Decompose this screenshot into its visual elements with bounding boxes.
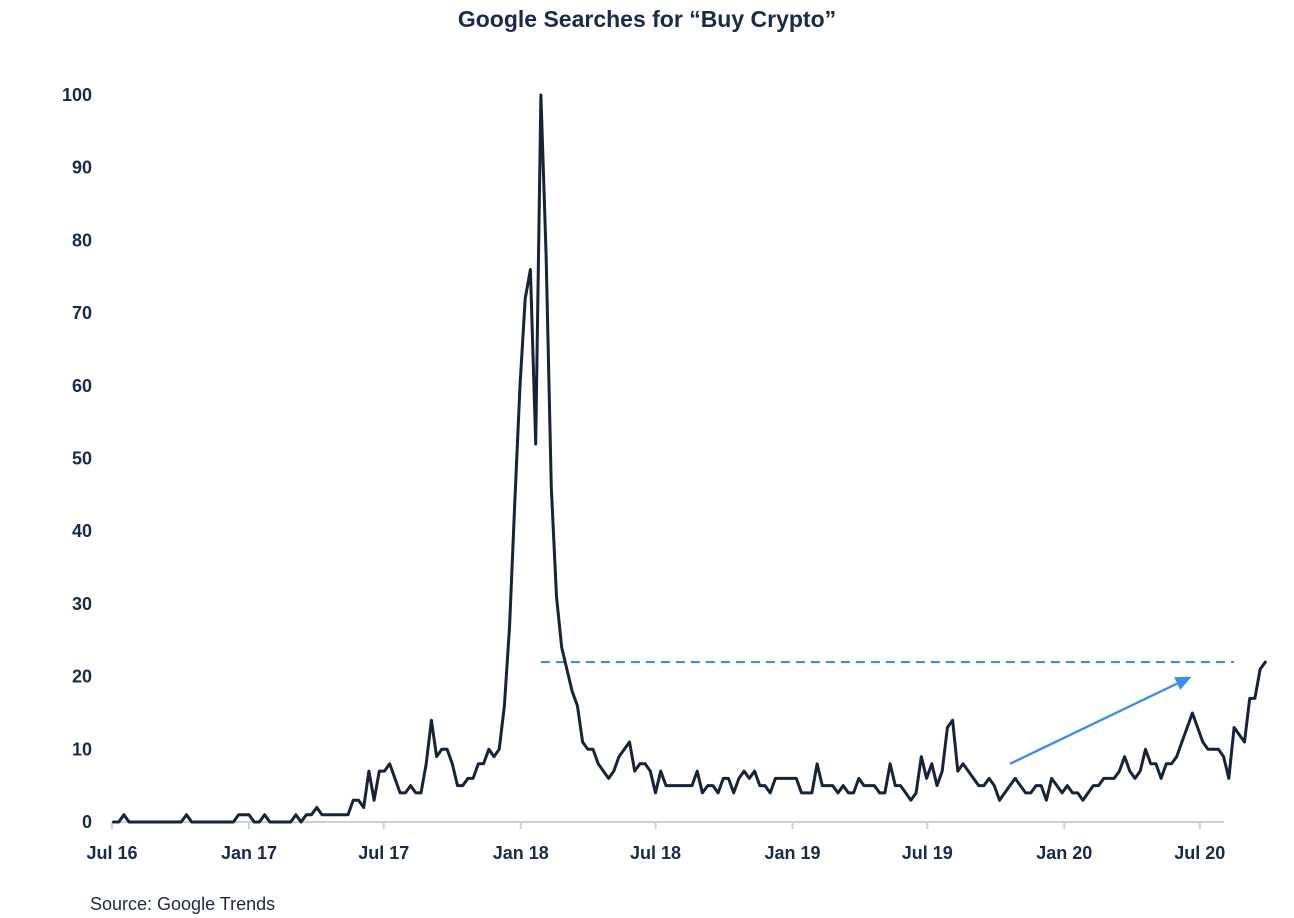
x-tick-label: Jul 18 xyxy=(630,843,681,863)
y-tick-label: 40 xyxy=(72,521,92,541)
x-tick-label: Jan 18 xyxy=(493,843,549,863)
trend-arrow-shaft xyxy=(1009,682,1178,765)
y-axis: 0 10 20 30 40 50 60 70 80 90 100 xyxy=(62,85,92,832)
x-tick-label: Jan 17 xyxy=(221,843,277,863)
y-tick-label: 60 xyxy=(72,376,92,396)
y-tick-label: 70 xyxy=(72,303,92,323)
x-tick-label: Jul 19 xyxy=(902,843,953,863)
trend-arrow-head xyxy=(1174,676,1192,690)
x-tick-label: Jul 17 xyxy=(358,843,409,863)
y-tick-label: 90 xyxy=(72,158,92,178)
y-tick-label: 50 xyxy=(72,449,92,469)
x-tick-label: Jul 20 xyxy=(1174,843,1225,863)
chart-title: Google Searches for “Buy Crypto” xyxy=(457,6,837,32)
y-tick-label: 10 xyxy=(72,739,92,759)
y-tick-label: 100 xyxy=(62,85,92,105)
y-tick-label: 30 xyxy=(72,594,92,614)
source-note: Source: Google Trends xyxy=(90,894,276,914)
y-tick-label: 0 xyxy=(82,812,92,832)
x-tick-label: Jan 20 xyxy=(1036,843,1092,863)
x-axis: Jul 16 Jan 17 Jul 17 Jan 18 Jul 18 Jan 19 Jul … xyxy=(86,821,1225,863)
y-tick-label: 80 xyxy=(72,230,92,250)
x-tick-label: Jan 19 xyxy=(765,843,821,863)
annotations xyxy=(540,660,1235,765)
series-line xyxy=(112,93,1267,824)
series-group xyxy=(112,93,1267,824)
x-tick-label: Jul 16 xyxy=(86,843,137,863)
y-tick-label: 20 xyxy=(72,667,92,687)
